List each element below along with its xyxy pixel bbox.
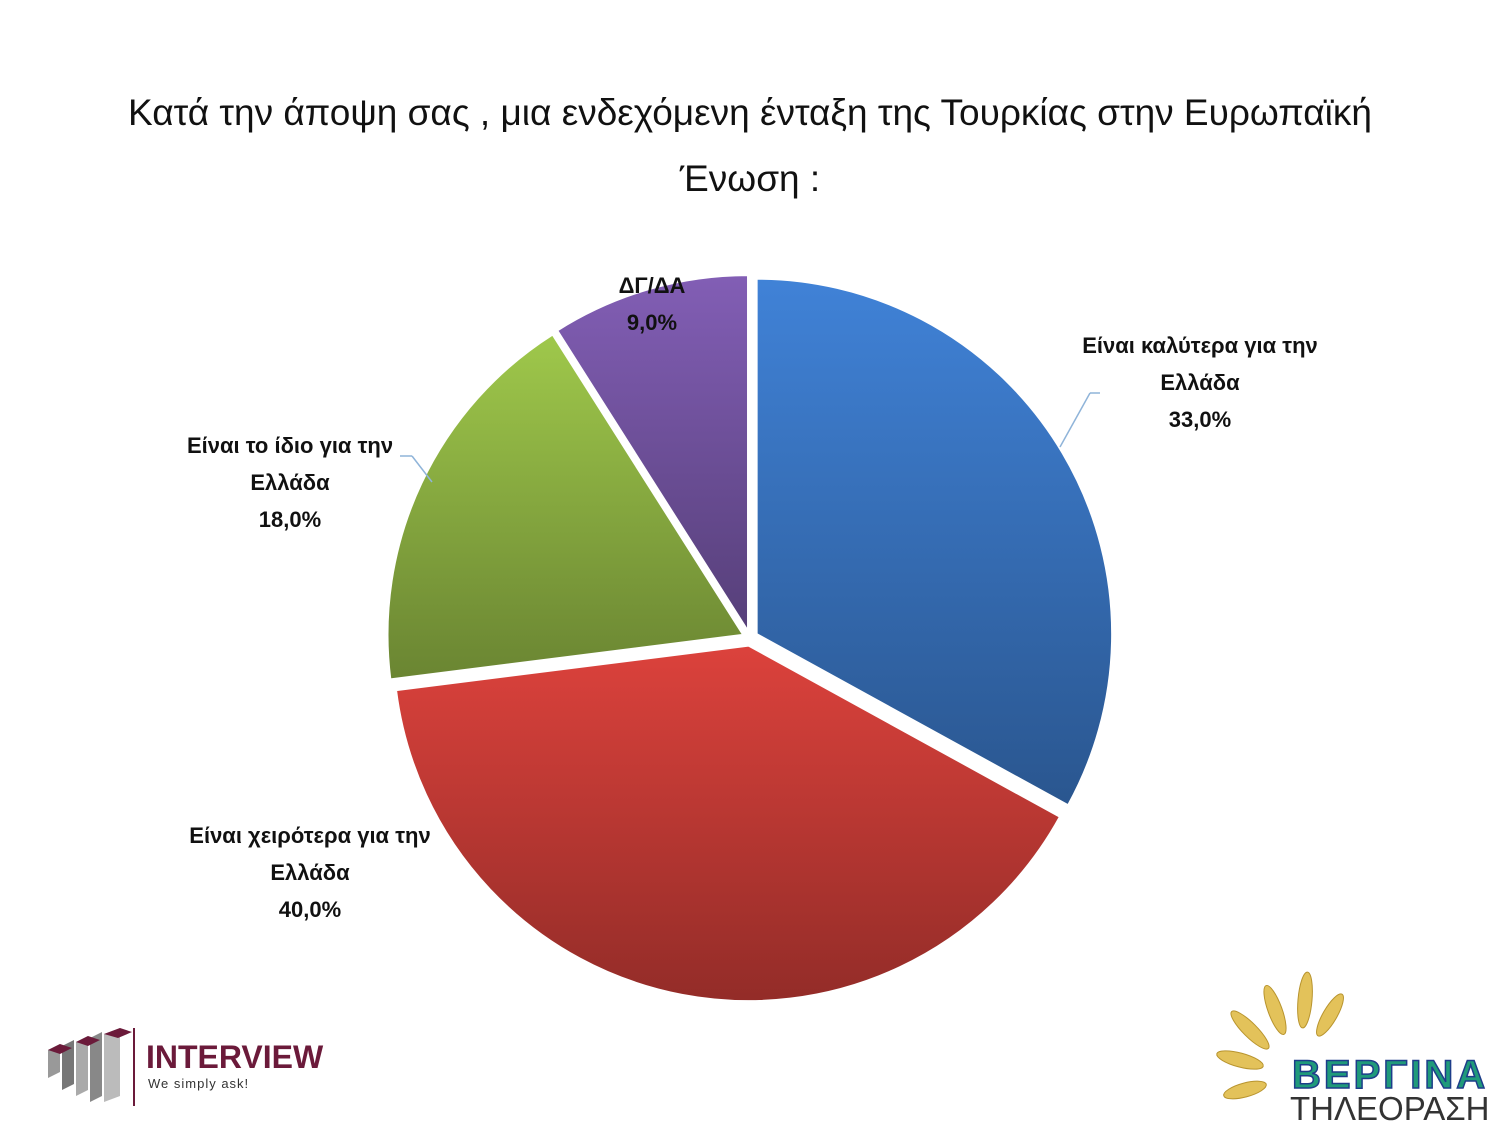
pie-slice <box>395 645 1061 1002</box>
value-label: 18,0% <box>258 507 322 532</box>
pie-slice <box>756 278 1113 806</box>
chart-title: Κατά την άποψη σας , μια ενδεχόμενη έντα… <box>128 92 1372 199</box>
value-label: 33,0% <box>1168 407 1232 432</box>
data-label: Είναι καλύτερα για την Ελλάδα 33,0% <box>1065 327 1335 438</box>
vergina-logo: ΒΕΡΓΙΝΑ ΤΗΛΕΟΡΑΣΗ <box>1216 971 1490 1125</box>
logo-text: INTERVIEW <box>146 1039 324 1075</box>
category-label: Είναι καλύτερα για την Ελλάδα <box>1082 333 1318 395</box>
data-label: Είναι το ίδιο για την Ελλάδα 18,0% <box>175 427 405 538</box>
category-label: Είναι χειρότερα για την Ελλάδα <box>189 823 431 885</box>
pie-slice <box>387 333 745 680</box>
data-label: ΔΓ/ΔΑ 9,0% <box>572 267 732 341</box>
pie-slice <box>556 274 749 633</box>
interview-logo: INTERVIEW We simply ask! <box>48 1028 324 1106</box>
logo-subtext: ΤΗΛΕΟΡΑΣΗ <box>1290 1090 1490 1125</box>
leader-line <box>411 455 433 483</box>
logo-text: ΒΕΡΓΙΝΑ <box>1292 1053 1488 1097</box>
data-label: Είναι χειρότερα για την Ελλάδα 40,0% <box>150 817 470 928</box>
logo-tagline: We simply ask! <box>148 1076 249 1091</box>
value-label: 40,0% <box>278 897 342 922</box>
leader-line <box>1059 392 1091 448</box>
value-label: 9,0% <box>626 310 678 335</box>
category-label: ΔΓ/ΔΑ <box>618 273 686 298</box>
pie <box>387 274 1113 1002</box>
category-label: Είναι το ίδιο για την Ελλάδα <box>186 433 394 495</box>
